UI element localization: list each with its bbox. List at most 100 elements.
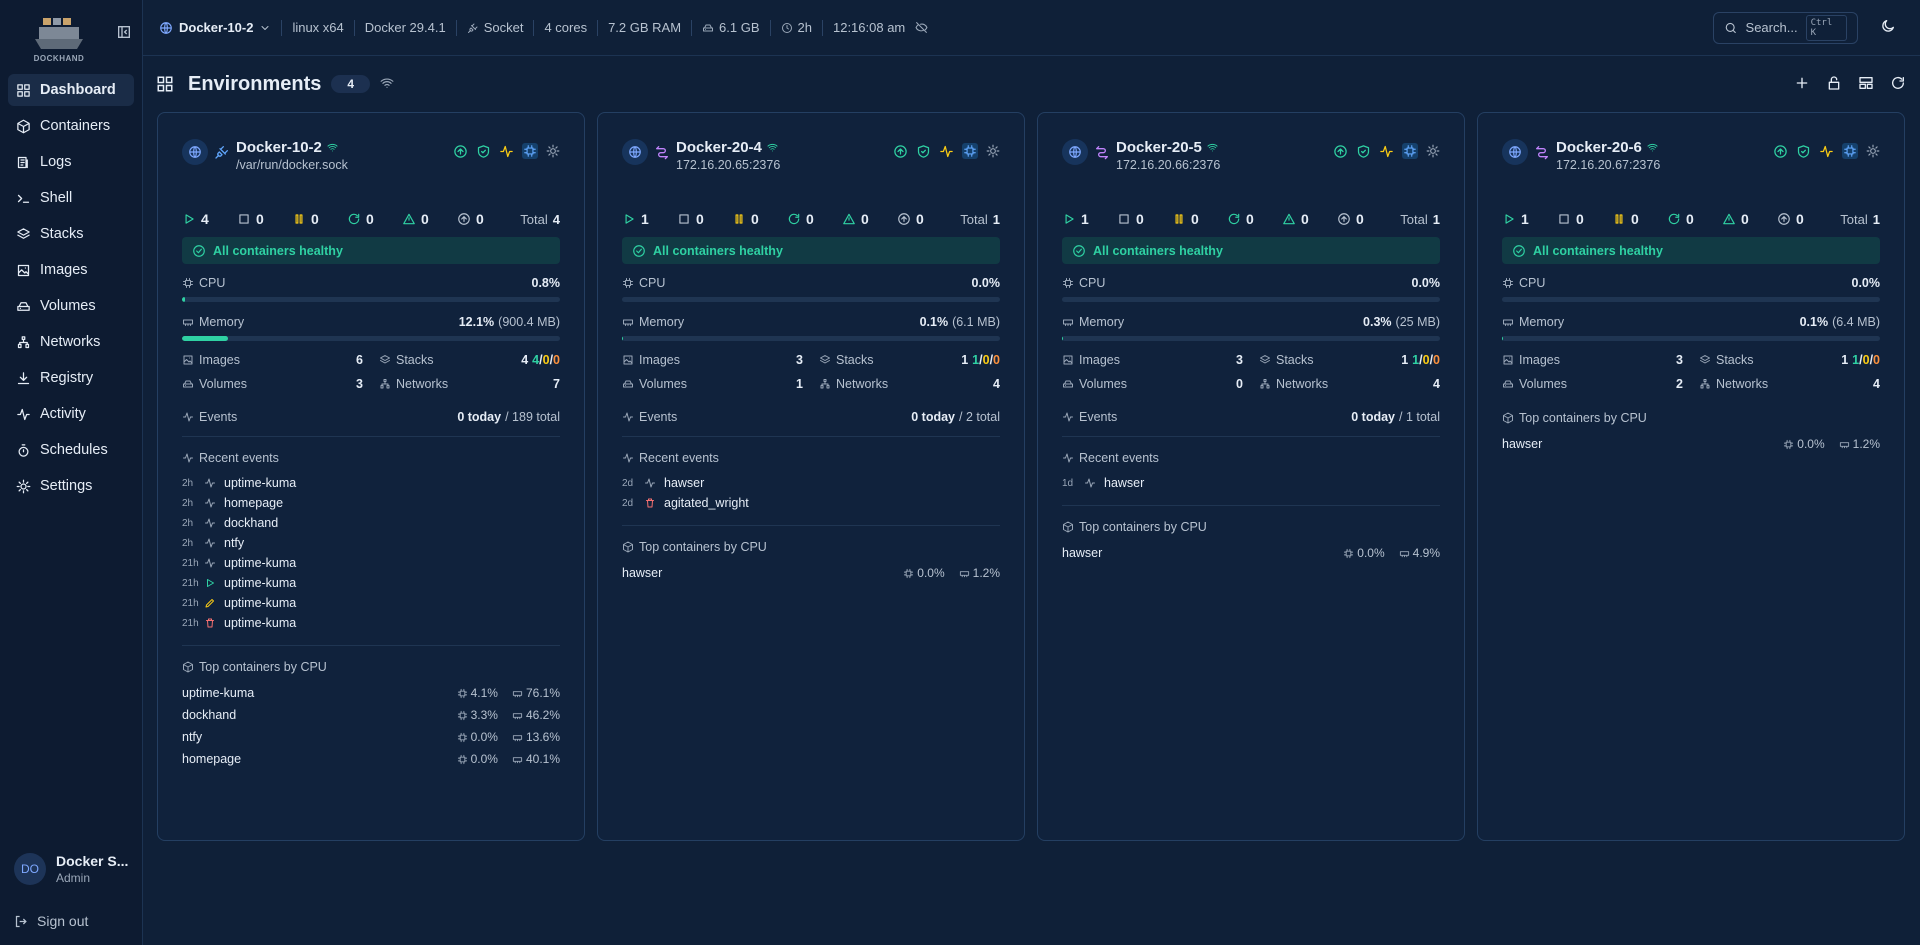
globe-icon (1069, 146, 1081, 158)
nav-item[interactable]: Shell (8, 182, 134, 214)
globe-icon (160, 21, 172, 34)
layers-icon (820, 355, 830, 364)
stat-value: 0.3% (25 MB) (1363, 315, 1440, 329)
search-placeholder: Search... (1745, 20, 1798, 35)
container-row[interactable]: homepage 0.0% 40.1% (182, 748, 560, 770)
total-value: 1 (1432, 211, 1440, 227)
container-row[interactable]: dockhand 3.3% 46.2% (182, 704, 560, 726)
stat-label: Memory (622, 315, 684, 329)
plug-icon (467, 23, 478, 33)
count-value: 1 (1081, 211, 1089, 227)
event-row[interactable]: 2d agitated_wright (622, 493, 1000, 513)
event-row[interactable]: 21h uptime-kuma (182, 613, 560, 633)
nav-item[interactable]: Images (8, 254, 134, 286)
environment-select[interactable]: Docker-10-2 (159, 20, 271, 35)
event-row[interactable]: 21h uptime-kuma (182, 573, 560, 593)
count-value: 0 (1741, 211, 1749, 227)
container-memory: 1.2% (1839, 437, 1880, 451)
count-updates: 0 (1777, 211, 1832, 227)
layers-icon (17, 227, 30, 239)
cpu-track (1502, 297, 1880, 302)
section-title-text: Top containers by CPU (1079, 520, 1207, 534)
stat-label-text: CPU (199, 276, 226, 290)
stat-number: 1 (1841, 353, 1849, 367)
user-info: Docker S... Admin (56, 853, 128, 885)
stack-breakdown: 100 (972, 353, 1000, 367)
stat-label: Stacks (1699, 353, 1754, 367)
tool-button[interactable] (1794, 75, 1810, 94)
environment-card[interactable]: Docker-20-4 172.16.20.65:2376 1 0 0 0 0 0 Total 1… (597, 112, 1025, 841)
stat-label-text: Memory (1519, 315, 1565, 329)
nav-label: Volumes (40, 298, 96, 314)
nav-item[interactable]: Stacks (8, 218, 134, 250)
container-row[interactable]: hawser 0.0% 1.2% (622, 562, 1000, 584)
event-row[interactable]: 1d hawser (1062, 473, 1440, 493)
stat-number: 1 (961, 353, 969, 367)
globe-icon (189, 146, 201, 158)
container-row[interactable]: ntfy 0.0% 13.6% (182, 726, 560, 748)
disk-glyph (1063, 380, 1073, 388)
section-title-text: Recent events (199, 451, 279, 465)
event-row[interactable]: 2h dockhand (182, 513, 560, 533)
event-name: dockhand (224, 516, 279, 530)
shield-glyph (1357, 144, 1370, 158)
container-cpu: 0.0% (1343, 546, 1385, 560)
event-row[interactable]: 2h uptime-kuma (182, 473, 560, 493)
shell-glyph (17, 194, 30, 203)
user[interactable]: DO Docker S... Admin (14, 853, 128, 885)
environment-card[interactable]: Docker-20-5 172.16.20.66:2376 1 0 0 0 0 0 Total 1… (1037, 112, 1465, 841)
nav-item[interactable]: Networks (8, 326, 134, 358)
container-row[interactable]: hawser 0.0% 1.2% (1502, 433, 1880, 455)
globe-glyph (160, 21, 172, 34)
network-icon (380, 379, 390, 389)
event-row[interactable]: 2d hawser (622, 473, 1000, 493)
collapse-button[interactable] (116, 24, 132, 40)
nav-item[interactable]: Logs (8, 146, 134, 178)
stat-label: Images (1502, 353, 1560, 367)
collapse-icon (118, 26, 130, 38)
activity-icon (645, 478, 655, 488)
stat-row: Volumes 3 (182, 377, 363, 391)
container-memory: 1.2% (959, 566, 1000, 580)
event-row[interactable]: 21h uptime-kuma (182, 593, 560, 613)
search[interactable]: Search... Ctrl K (1713, 11, 1858, 44)
nav-item[interactable]: Settings (8, 470, 134, 502)
tool-button[interactable] (1890, 75, 1906, 94)
health: All containers healthy (1502, 237, 1880, 264)
event-row[interactable]: 21h uptime-kuma (182, 553, 560, 573)
sign-out[interactable]: Sign out (14, 913, 88, 929)
event-row[interactable]: 2h homepage (182, 493, 560, 513)
container-cpu: 0.0% (1783, 437, 1825, 451)
stacks-running: 1 (1412, 353, 1420, 367)
nav-item[interactable]: Registry (8, 362, 134, 394)
play-icon (207, 579, 214, 587)
globe-glyph (1509, 146, 1521, 158)
theme-toggle[interactable] (1880, 18, 1896, 37)
activity-icon (183, 453, 193, 463)
square-icon (679, 214, 689, 224)
gear-glyph (1426, 144, 1440, 158)
nav-item[interactable]: Containers (8, 110, 134, 142)
count-updates: 0 (457, 211, 512, 227)
nav-item[interactable]: Dashboard (8, 74, 134, 106)
nav-item[interactable]: Activity (8, 398, 134, 430)
nav-item[interactable]: Schedules (8, 434, 134, 466)
stat-label-text: CPU (1519, 276, 1546, 290)
tool-button[interactable] (1826, 75, 1842, 94)
event-row[interactable]: 2h ntfy (182, 533, 560, 553)
gear-icon (546, 144, 560, 158)
nav-item[interactable]: Volumes (8, 290, 134, 322)
environment-card[interactable]: Docker-20-6 172.16.20.67:2376 1 0 0 0 0 0 Total 1… (1477, 112, 1905, 841)
stat-number: 0.0% (1851, 276, 1881, 290)
tool-button[interactable] (1858, 75, 1874, 94)
stat-value: 0 today/ 189 total (457, 410, 560, 424)
stat-row: Stacks4400 (379, 353, 560, 367)
name-block: Docker-20-5 172.16.20.66:2376 (1116, 139, 1220, 172)
environment-card[interactable]: Docker-10-2/var/run/docker.sock 4 0 0 0 0 0 Tot… (157, 112, 585, 841)
container-row[interactable]: uptime-kuma 4.1% 76.1% (182, 682, 560, 704)
stat-row: Networks 4 (819, 377, 1000, 391)
globe-badge (622, 139, 648, 165)
cpu-glyph (457, 688, 467, 698)
section-title-text: Top containers by CPU (639, 540, 767, 554)
container-row[interactable]: hawser 0.0% 4.9% (1062, 542, 1440, 564)
